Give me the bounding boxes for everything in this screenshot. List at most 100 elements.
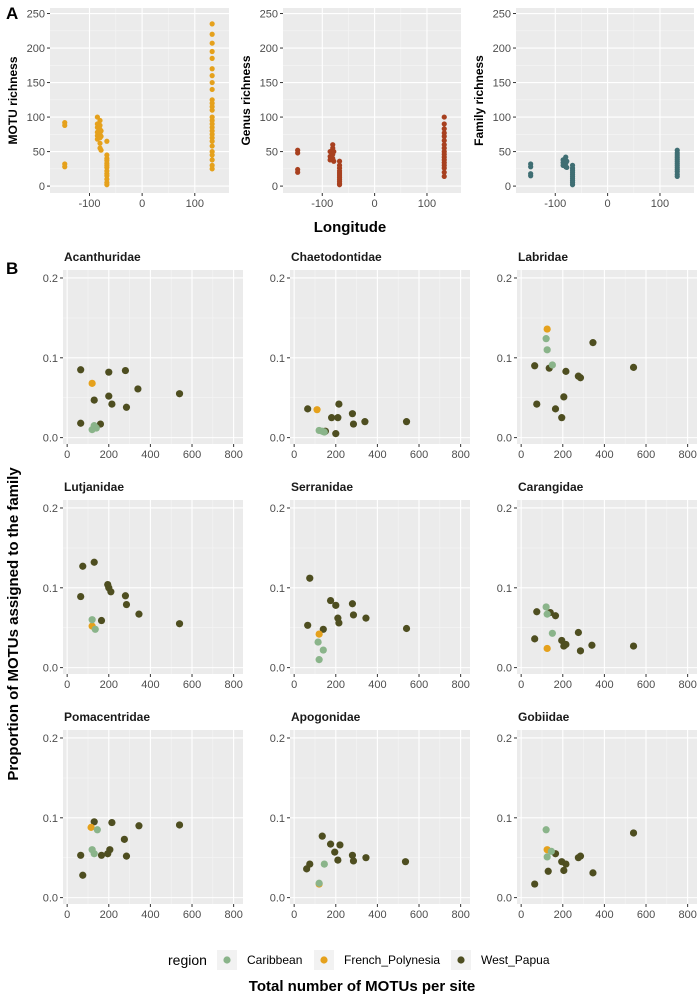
- panel-a-family-richness-tick-label-x: -100: [544, 198, 566, 210]
- facet-serranidae-tick-label-x: 600: [410, 679, 428, 691]
- facet-apogonidae-tick-label-x: 200: [327, 909, 345, 921]
- panel-a-motu-richness-tick-label-x: 100: [186, 198, 204, 210]
- facet-lutjanidae-point: [175, 620, 184, 628]
- facet-pomacentridae-point: [90, 818, 98, 826]
- facet-serranidae-point: [349, 611, 358, 619]
- facet-carangidae-point: [551, 612, 560, 620]
- facet-serranidae-tick-label-y: 0.0: [270, 663, 285, 675]
- panel-a-genus-richness-point: [441, 126, 447, 132]
- facet-lutjanidae-point: [135, 610, 143, 618]
- facet-serranidae-title: Serranidae: [291, 480, 353, 494]
- facet-serranidae-point: [326, 596, 335, 605]
- facet-gobiidae-tick-label-x: 400: [595, 909, 613, 921]
- facet-acanthuridae-point: [122, 403, 131, 411]
- facet-carangidae-tick-label-y: 0.1: [497, 583, 512, 595]
- panel-a-genus-richness-point: [331, 158, 337, 164]
- panel-a-motu-richness-background: [50, 8, 229, 193]
- facet-chaetodontidae-tick-label-y: 0.0: [270, 433, 285, 445]
- facet-pomacentridae-tick-label-y: 0.0: [43, 893, 58, 905]
- facet-chaetodontidae-point: [402, 418, 411, 426]
- facet-labridae-point: [542, 335, 550, 343]
- facet-gobiidae-point: [547, 847, 555, 855]
- facet-serranidae-tick-label-y: 0.2: [270, 503, 285, 515]
- panel-a-motu-richness-point: [209, 138, 215, 144]
- facet-pomacentridae-point: [77, 851, 85, 859]
- facet-pomacentridae-point: [106, 846, 114, 854]
- facet-labridae-tick-label-y: 0.1: [497, 353, 512, 365]
- facet-acanthuridae-tick-label-y: 0.0: [43, 433, 58, 445]
- facet-serranidae-tick-label-x: 200: [327, 679, 345, 691]
- facet-apogonidae-point: [336, 841, 344, 849]
- panel-a-family-richness-subplot: -100 0 100 0 50 100 150 200 250 Family richness: [472, 8, 694, 210]
- facet-acanthuridae-background: [63, 270, 243, 444]
- facet-labridae-point: [629, 363, 638, 371]
- facet-carangidae: Carangidae 0 200 400 600 800 0.0 0.1 0.2: [497, 480, 697, 691]
- panel-a-genus-richness-point: [441, 165, 447, 171]
- panel-a-genus-richness-point: [295, 169, 301, 175]
- facet-carangidae-tick-label-y: 0.2: [497, 503, 512, 515]
- facet-lutjanidae-point: [88, 616, 96, 624]
- facet-pomacentridae-point: [93, 826, 101, 834]
- facet-apogonidae-tick-label-y: 0.0: [270, 893, 285, 905]
- facet-serranidae: Serranidae 0 200 400 600 800 0.0 0.1 0.2: [270, 480, 470, 691]
- panel-a-motu-richness-point: [62, 164, 68, 170]
- facet-labridae-tick-label-y: 0.0: [497, 433, 512, 445]
- panel-a-family-richness-point: [569, 182, 576, 188]
- region-legend: region Caribbean French_Polynesia West_Papu…: [168, 950, 550, 970]
- panel-a-genus-richness-tick-label-x: -100: [311, 198, 333, 210]
- panel-a-family-richness-tick-label-y: 0: [505, 181, 511, 193]
- facet-carangidae-tick-label-y: 0.0: [497, 663, 512, 675]
- facet-lutjanidae-tick-label-x: 0: [64, 679, 70, 691]
- panel-a-motu-richness-point: [209, 86, 215, 93]
- panel-a-motu-richness-point: [62, 122, 68, 128]
- facet-chaetodontidae-point: [328, 414, 336, 422]
- panel-a-motu-richness-point: [209, 48, 215, 55]
- facet-acanthuridae-tick-label-y: 0.2: [43, 273, 58, 285]
- panel-a-family-richness-tick-label-y: 250: [493, 9, 511, 21]
- panel-a-motu-richness-point: [209, 157, 215, 163]
- facet-carangidae-point: [543, 644, 551, 653]
- facet-labridae-tick-label-x: 0: [518, 449, 524, 461]
- facet-pomacentridae-tick-label-y: 0.2: [43, 733, 58, 745]
- facet-gobiidae-tick-label-x: 0: [518, 909, 524, 921]
- facet-apogonidae-tick-label-x: 0: [291, 909, 297, 921]
- facet-acanthuridae-tick-label-y: 0.1: [43, 353, 58, 365]
- panel-a-family-richness-point: [528, 173, 534, 179]
- panel-a-motu-richness-tick-label-x: 0: [139, 198, 145, 210]
- facet-apogonidae-point: [326, 840, 335, 848]
- facet-carangidae-point: [543, 610, 551, 618]
- panel-a-motu-richness-point: [209, 55, 215, 61]
- facet-lutjanidae-tick-label-x: 200: [100, 679, 118, 691]
- facet-acanthuridae-tick-label-x: 600: [183, 449, 201, 461]
- facet-serranidae-point: [304, 621, 312, 629]
- facet-carangidae-point: [531, 635, 539, 643]
- panel-a-genus-richness-point: [295, 150, 301, 156]
- facet-apogonidae-point: [331, 848, 339, 856]
- facet-labridae-tick-label-x: 200: [554, 449, 572, 461]
- facet-pomacentridae-tick-label-x: 200: [100, 909, 118, 921]
- panel-a-genus-richness-point: [441, 121, 447, 127]
- panel-a-genus-richness-point: [441, 169, 447, 175]
- facet-labridae-point: [589, 339, 597, 347]
- facet-serranidae-point: [315, 656, 323, 664]
- facet-gobiidae-point: [544, 867, 552, 875]
- facet-apogonidae-tick-label-x: 600: [410, 909, 428, 921]
- facet-lutjanidae-background: [63, 500, 243, 674]
- facet-gobiidae-tick-label-x: 800: [678, 909, 696, 921]
- facet-labridae-point: [543, 346, 551, 354]
- facet-carangidae-tick-label-x: 400: [595, 679, 613, 691]
- facet-apogonidae-point: [315, 879, 323, 887]
- panel-a-motu-richness-point: [97, 140, 103, 146]
- facet-apogonidae: Apogonidae 0 200 400 600 800 0.0 0.1 0.2: [270, 710, 470, 921]
- facet-lutjanidae-tick-label-x: 400: [141, 679, 159, 691]
- facet-lutjanidae-point: [107, 588, 115, 596]
- facet-carangidae-point: [588, 641, 596, 649]
- facet-labridae-tick-label-y: 0.2: [497, 273, 512, 285]
- panel-a-genus-richness-y-axis-title: Genus richness: [239, 55, 253, 145]
- facet-serranidae-point: [335, 619, 343, 627]
- panel-a-genus-richness-tick-label-y: 0: [272, 181, 278, 193]
- facet-chaetodontidae-title: Chaetodontidae: [291, 250, 382, 264]
- facet-acanthuridae-point: [92, 424, 100, 432]
- facet-labridae-title: Labridae: [518, 250, 568, 264]
- facet-serranidae-point: [314, 638, 322, 646]
